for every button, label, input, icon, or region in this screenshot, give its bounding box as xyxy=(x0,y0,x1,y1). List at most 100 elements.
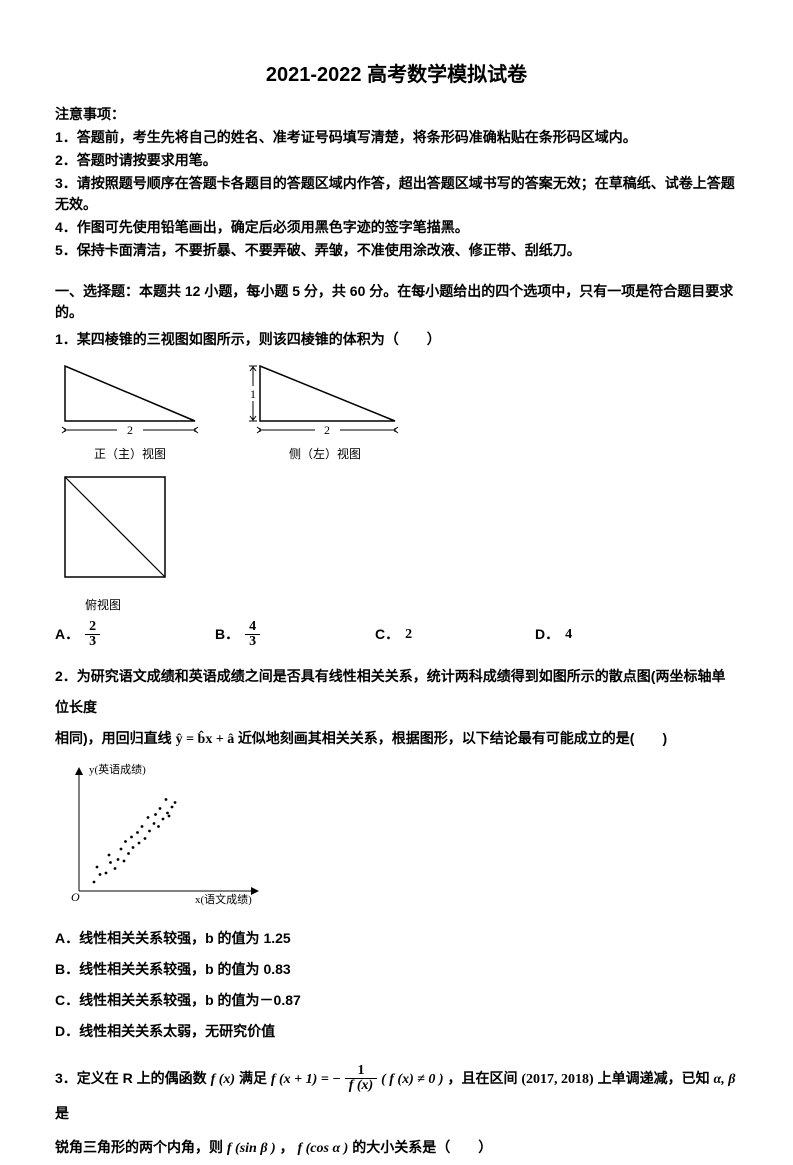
scatter-point xyxy=(105,872,108,875)
scatter-point xyxy=(174,801,177,804)
scatter-point xyxy=(165,798,168,801)
opt-label: B． xyxy=(215,624,239,645)
scatter-point xyxy=(162,818,165,821)
q2-line2-prefix: 相同)，用回归直线 xyxy=(55,730,172,746)
q2-options: A．线性相关关系较强，b 的值为 1.25 B．线性相关关系较强，b 的值为 0… xyxy=(55,928,738,1042)
q3-fcosa: f (cos α ) xyxy=(297,1141,348,1156)
scatter-point xyxy=(132,846,135,849)
section1-heading: 一、选择题：本题共 12 小题，每小题 5 分，共 60 分。在每小题给出的四个… xyxy=(55,281,738,323)
scatter-point xyxy=(136,831,139,834)
q3-interval: (2017, 2018) xyxy=(521,1072,593,1087)
q1-option-a: A． 2 3 xyxy=(55,620,215,649)
q3-line2-suffix: 的大小关系是（ ） xyxy=(352,1139,492,1155)
q3-mid1: 满足 xyxy=(239,1070,271,1086)
scatter-point xyxy=(154,813,157,816)
scatter-point xyxy=(138,842,141,845)
q2-regression-eq: ŷ = b̂x + â xyxy=(176,732,238,747)
scatter-point xyxy=(166,812,169,815)
denominator: 3 xyxy=(85,635,100,649)
numerator: 4 xyxy=(245,620,260,635)
x-axis-label: x(语文成绩) xyxy=(195,892,252,906)
scatter-point xyxy=(153,822,156,825)
q2-option-b: B．线性相关关系较强，b 的值为 0.83 xyxy=(55,959,738,980)
q2-option-d: D．线性相关关系太弱，无研究价值 xyxy=(55,1021,738,1042)
q1-front-svg: 2 xyxy=(55,356,205,436)
scatter-point xyxy=(171,806,174,809)
instruction-item: 4．作图可先使用铅笔画出，确定后必须用黑色字迹的签字笔描黑。 xyxy=(55,217,738,238)
q2-line2-suffix: 近似地刻画其相关关系，根据图形，以下结论最有可能成立的是( ) xyxy=(238,730,667,746)
opt-value: 4 xyxy=(565,624,572,645)
scatter-point xyxy=(141,825,144,828)
denominator: 3 xyxy=(245,635,260,649)
scatter-point xyxy=(159,807,162,810)
q1-option-d: D． 4 xyxy=(535,620,695,649)
fraction: 2 3 xyxy=(85,620,100,649)
q3-alpha-beta: α, β xyxy=(713,1072,735,1087)
opt-label: C． xyxy=(375,624,399,645)
q3-line2-prefix: 锐角三角形的两个内角，则 xyxy=(55,1139,227,1155)
scatter-point xyxy=(109,861,112,864)
numerator: 2 xyxy=(85,620,100,635)
q3-fraction: 1 f (x) xyxy=(345,1064,378,1093)
scatter-point xyxy=(148,830,151,833)
side-base-label: 2 xyxy=(324,423,330,436)
instruction-item: 1．答题前，考生先将自己的姓名、准考证号码填写清楚，将条形码准确粘贴在条形码区域… xyxy=(55,127,738,148)
q3-fsinb: f (sin β ) xyxy=(227,1141,276,1156)
opt-label: D． xyxy=(535,624,559,645)
scatter-point xyxy=(123,860,126,863)
q2-scatter-figure: O y(英语成绩) x(语文成绩) xyxy=(55,761,738,918)
arrowhead-x xyxy=(251,887,259,895)
side-height-label: 1 xyxy=(250,387,256,401)
q3-mid2: ，且在区间 xyxy=(447,1070,517,1086)
instructions-block: 注意事项： 1．答题前，考生先将自己的姓名、准考证号码填写清楚，将条形码准确粘贴… xyxy=(55,104,738,261)
q1-views-row1: 2 正（主）视图 2 1 侧（左）视图 xyxy=(55,356,738,463)
q3-mid3: 上单调递减，已知 xyxy=(598,1070,714,1086)
diagonal-line xyxy=(65,477,165,577)
scatter-point xyxy=(120,848,123,851)
q2-scatter-svg: O y(英语成绩) x(语文成绩) xyxy=(55,761,275,911)
instructions-heading: 注意事项： xyxy=(55,104,738,125)
triangle-shape xyxy=(65,366,195,421)
q2-option-c: C．线性相关关系较强，b 的值为－0.87 xyxy=(55,990,738,1011)
scatter-point xyxy=(96,866,99,869)
q1-option-c: C． 2 xyxy=(375,620,535,649)
scatter-point xyxy=(108,854,111,857)
instruction-item: 2．答题时请按要求用笔。 xyxy=(55,150,738,171)
scatter-point xyxy=(157,825,160,828)
instruction-item: 5．保持卡面清洁，不要折暴、不要弄破、弄皱，不准使用涂改液、修正带、刮纸刀。 xyxy=(55,240,738,261)
scatter-point xyxy=(127,852,130,855)
scatter-point xyxy=(93,881,96,884)
q2-option-a: A．线性相关关系较强，b 的值为 1.25 xyxy=(55,928,738,949)
q3-prefix: 3．定义在 R 上的偶函数 xyxy=(55,1070,211,1086)
q1-front-view: 2 正（主）视图 xyxy=(55,356,205,463)
q1-stem: 1．某四棱锥的三视图如图所示，则该四棱锥的体积为（ ） xyxy=(55,329,738,350)
q3-fx: f (x) xyxy=(211,1072,236,1087)
scatter-points-group xyxy=(93,798,177,883)
opt-value: 2 xyxy=(405,624,412,645)
fraction: 4 3 xyxy=(245,620,260,649)
q3-mid4: 是 xyxy=(55,1105,69,1121)
front-base-label: 2 xyxy=(127,423,133,436)
q1-top-view: 俯视图 xyxy=(55,467,738,614)
q3-frac-den: f (x) xyxy=(345,1079,378,1093)
q3-cond: ( f (x) ≠ 0 ) xyxy=(381,1072,444,1087)
scatter-point xyxy=(99,873,102,876)
triangle-shape xyxy=(260,366,395,421)
scatter-point xyxy=(114,867,117,870)
q1-side-svg: 2 1 xyxy=(245,356,405,436)
side-caption: 侧（左）视图 xyxy=(245,445,405,463)
scatter-point xyxy=(124,840,127,843)
q1-options: A． 2 3 B． 4 3 C． 2 D． 4 xyxy=(55,620,738,649)
q1-top-svg xyxy=(55,467,175,587)
scatter-point xyxy=(147,816,150,819)
q1-side-view: 2 1 侧（左）视图 xyxy=(245,356,405,463)
scatter-point xyxy=(117,858,120,861)
scatter-point xyxy=(168,815,171,818)
q3-comma: ， xyxy=(280,1139,294,1155)
top-caption: 俯视图 xyxy=(55,596,738,614)
front-caption: 正（主）视图 xyxy=(55,445,205,463)
arrowhead-y xyxy=(75,767,83,775)
y-axis-label: y(英语成绩) xyxy=(89,762,146,776)
q2-line1: 2．为研究语文成绩和英语成绩之间是否具有线性相关关系，统计两科成绩得到如图所示的… xyxy=(55,668,725,715)
scatter-point xyxy=(130,836,133,839)
